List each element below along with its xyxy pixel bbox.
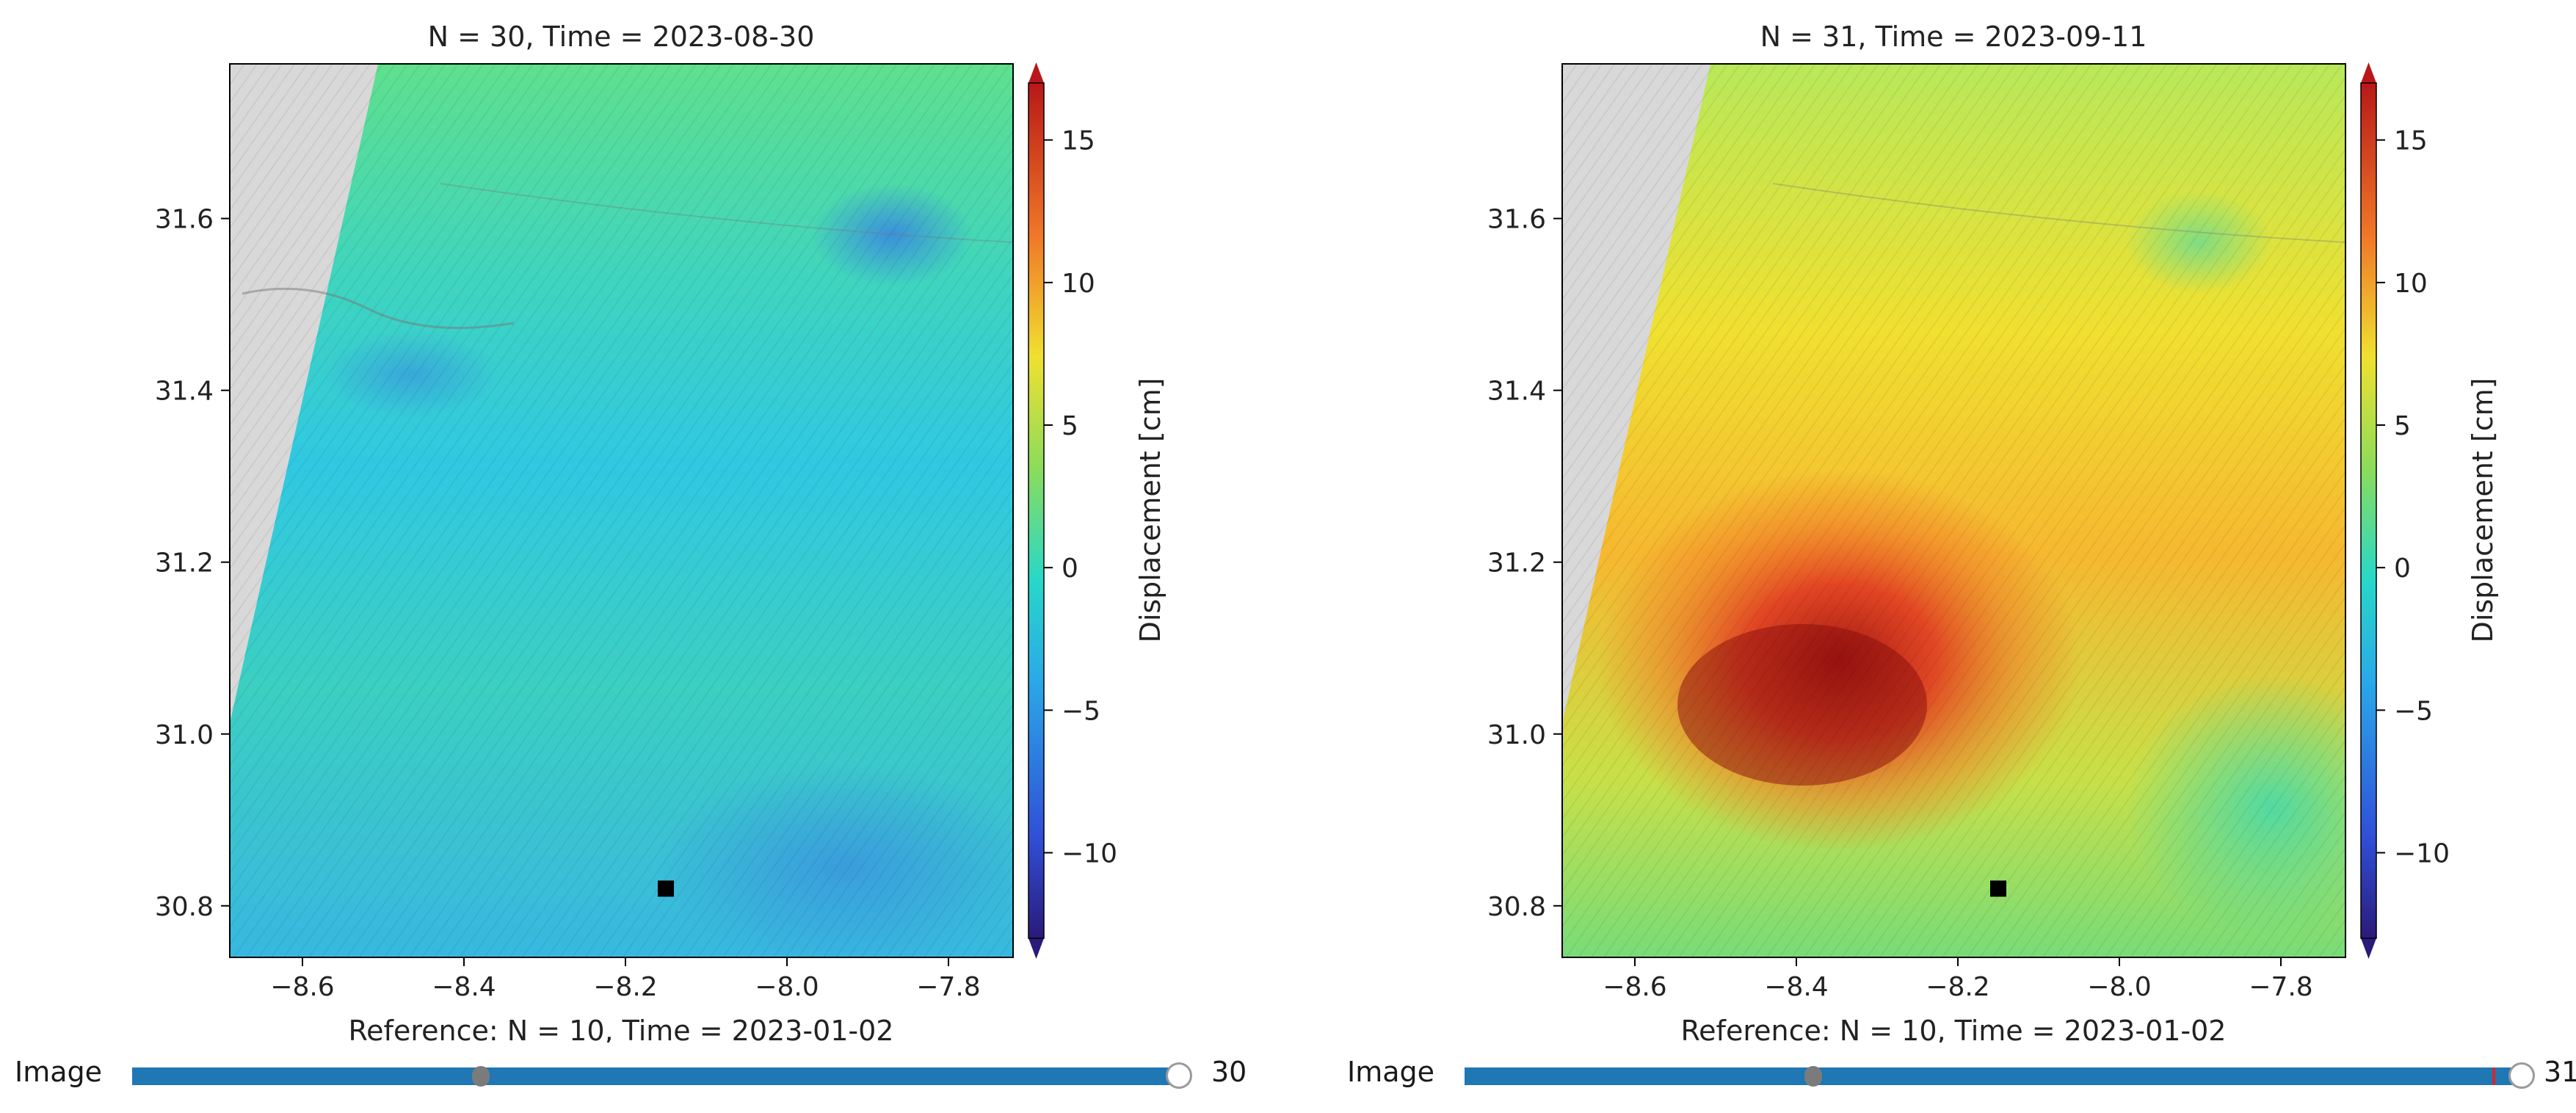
x-tick-label: −8.4 [1764, 972, 1828, 1002]
slider-label: Image [15, 1056, 103, 1088]
colorbar-tick-label: 0 [2394, 554, 2411, 584]
displacement-map-right: N = 31, Time = 2023-09-11 −8.6 −8.4 −8.2 −8… [1487, 21, 2499, 1047]
image-slider-row: Image 31 [1332, 1051, 2576, 1095]
colorbar-tick-label: 10 [2394, 269, 2428, 299]
colorbar [1028, 83, 1044, 938]
slider-fill [132, 1067, 1179, 1085]
colorbar-extend-max [2361, 62, 2376, 83]
colorbar-tick-label: −10 [1062, 839, 1117, 869]
x-tick-label: −7.8 [916, 972, 980, 1002]
axes-frame [229, 63, 1014, 958]
map-title: N = 31, Time = 2023-09-11 [1760, 21, 2147, 53]
image-slider-handle[interactable] [1165, 1062, 1192, 1089]
colorbar-tick-label: 15 [2394, 126, 2428, 156]
y-tick-label: 30.8 [155, 892, 214, 922]
colorbar-ticks: −10 −5 0 5 10 15 [2376, 126, 2450, 869]
y-tick-label: 31.6 [155, 205, 214, 235]
y-axis-ticks: 30.8 31.0 31.2 31.4 31.6 [1487, 205, 1562, 922]
x-tick-label: −8.6 [270, 972, 334, 1002]
colorbar-tick-label: −10 [2394, 839, 2450, 869]
colorbar-label: Displacement [cm] [2467, 378, 2499, 643]
slider-initial-value-marker [1804, 1066, 1823, 1087]
x-tick-label: −8.4 [432, 972, 496, 1002]
y-axis-ticks: 30.8 31.0 31.2 31.4 31.6 [155, 205, 230, 922]
y-tick-label: 31.0 [155, 720, 214, 750]
colorbar-extend-max [1028, 62, 1044, 83]
y-tick-label: 30.8 [1487, 892, 1546, 922]
colorbar-tick-label: −5 [1062, 696, 1100, 726]
map-title: N = 30, Time = 2023-08-30 [428, 21, 815, 53]
displacement-map-left: N = 30, Time = 2023-08-30 −8.6 −8.4 −8.2 −8… [155, 21, 1167, 1047]
slider-value: 31 [2544, 1056, 2576, 1088]
x-tick-label: −8.0 [755, 972, 819, 1002]
colorbar-tick-label: 0 [1062, 554, 1078, 584]
slider-fill [1465, 1067, 2522, 1085]
y-tick-label: 31.4 [1487, 377, 1546, 407]
x-tick-label: −8.6 [1603, 972, 1666, 1002]
y-tick-label: 31.0 [1487, 720, 1546, 750]
y-tick-label: 31.6 [1487, 205, 1546, 235]
image-slider-track[interactable] [132, 1062, 1192, 1089]
x-axis-label: Reference: N = 10, Time = 2023-01-02 [348, 1015, 893, 1043]
axes-frame [1561, 63, 2346, 958]
x-tick-label: −8.2 [1926, 972, 1989, 1002]
x-tick-label: −7.8 [2249, 972, 2312, 1002]
slider-value: 30 [1211, 1056, 1247, 1088]
colorbar-label: Displacement [cm] [1134, 378, 1167, 643]
colorbar-tick-label: 5 [1062, 411, 1078, 441]
x-axis-ticks: −8.6 −8.4 −8.2 −8.0 −7.8 [1603, 957, 2313, 1002]
colorbar-tick-label: 10 [1062, 269, 1095, 299]
y-tick-label: 31.4 [155, 377, 214, 407]
colorbar-ticks: −10 −5 0 5 10 15 [1044, 126, 1117, 869]
slider-initial-value-marker [472, 1066, 490, 1087]
slider-current-marker [2492, 1067, 2495, 1085]
colorbar-extend-min [1028, 938, 1044, 959]
x-tick-label: −8.2 [593, 972, 657, 1002]
y-tick-label: 31.2 [155, 548, 214, 579]
image-slider-row: Image 30 [0, 1051, 1288, 1095]
reference-point-marker [658, 880, 674, 897]
colorbar-tick-label: −5 [2394, 696, 2433, 726]
x-axis-ticks: −8.6 −8.4 −8.2 −8.0 −7.8 [270, 957, 981, 1002]
image-slider-handle[interactable] [2508, 1062, 2535, 1089]
colorbar-tick-label: 5 [2394, 411, 2411, 441]
slider-label: Image [1347, 1056, 1435, 1088]
colorbar-tick-label: 15 [1062, 126, 1095, 156]
panel-right: N = 31, Time = 2023-09-11 −8.6 −8.4 −8.2 −8… [1332, 0, 2576, 1113]
reference-point-marker [1990, 880, 2006, 897]
panel-left: N = 30, Time = 2023-08-30 −8.6 −8.4 −8.2 −8… [0, 21, 1288, 1095]
x-tick-label: −8.0 [2087, 972, 2151, 1002]
image-slider-track[interactable] [1465, 1062, 2535, 1089]
colorbar-extend-min [2361, 938, 2376, 959]
x-axis-label: Reference: N = 10, Time = 2023-01-02 [1680, 1015, 2226, 1043]
colorbar [2361, 83, 2376, 938]
y-tick-label: 31.2 [1487, 548, 1546, 579]
